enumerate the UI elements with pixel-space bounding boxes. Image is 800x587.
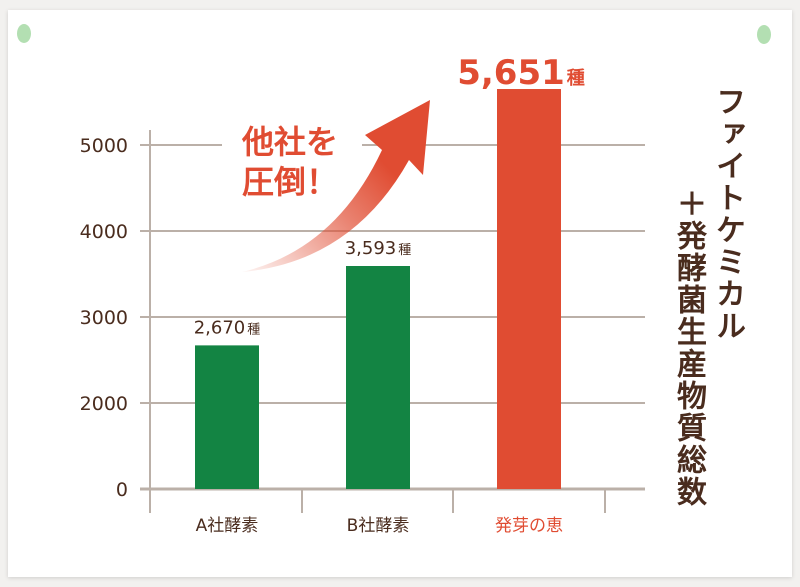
data-label: 3,593 種: [345, 238, 412, 259]
y-tick-label: 4000: [80, 221, 128, 243]
x-tick-label: B社酵素: [347, 516, 410, 536]
annotation-text: 他社を: [241, 123, 338, 161]
y-tick-label: 3000: [80, 307, 128, 329]
rising-arrow-icon: [242, 100, 430, 272]
annotation-text: 圧倒！: [242, 163, 338, 201]
y-tick-label: 5000: [80, 135, 128, 157]
y-axis-title-line2: ＋発酵菌生産物質総数: [671, 188, 706, 508]
green-dot-decoration: [17, 24, 31, 43]
bar: [497, 89, 561, 489]
x-tick-label: A社酵素: [196, 516, 259, 536]
x-tick-label: 発芽の恵: [495, 516, 563, 536]
y-axis-title-line1: ファイトケミカル: [710, 86, 745, 342]
bar: [346, 266, 410, 489]
annotation-backdrop: [222, 138, 362, 152]
bar: [195, 345, 259, 489]
green-dot-decoration: [757, 25, 771, 44]
data-label: 5,651 種: [457, 53, 585, 93]
y-tick-label: 2000: [80, 393, 128, 415]
data-label: 2,670 種: [194, 317, 261, 338]
y-tick-label: 0: [116, 479, 128, 501]
